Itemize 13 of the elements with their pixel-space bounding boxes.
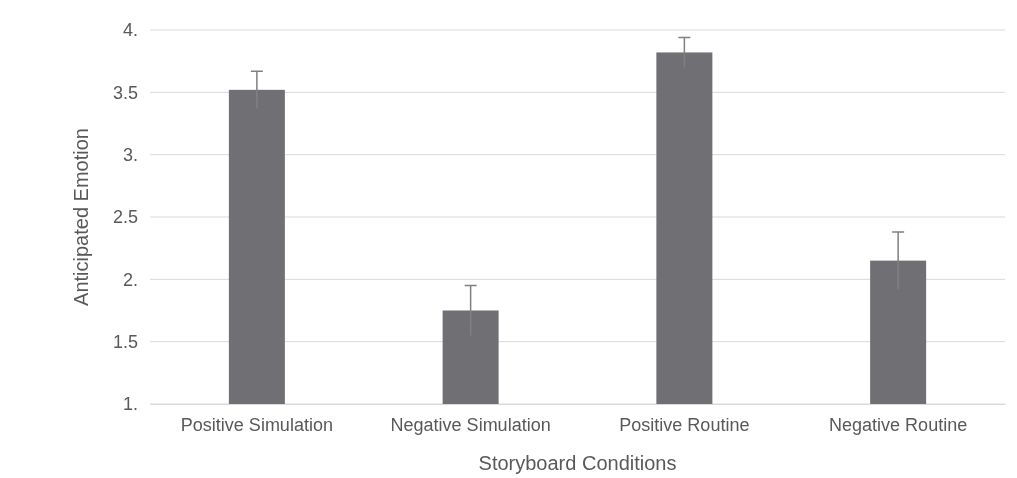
y-tick-label: 1. [122, 394, 138, 415]
y-tick-label: 3.5 [112, 82, 138, 103]
y-axis-title: Anticipated Emotion [70, 128, 92, 306]
y-tick-label: 2. [122, 269, 138, 290]
x-tick-label: Negative Routine [829, 414, 968, 435]
y-tick-label: 2.5 [112, 207, 138, 228]
x-tick-label: Positive Simulation [180, 414, 333, 435]
y-tick-label: 4. [122, 20, 138, 41]
x-axis-title: Storyboard Conditions [478, 452, 677, 474]
x-tick-label: Negative Simulation [390, 414, 551, 435]
x-tick-label: Positive Routine [619, 414, 750, 435]
y-tick-label: 3. [122, 144, 138, 165]
y-tick-label: 1.5 [112, 331, 138, 352]
